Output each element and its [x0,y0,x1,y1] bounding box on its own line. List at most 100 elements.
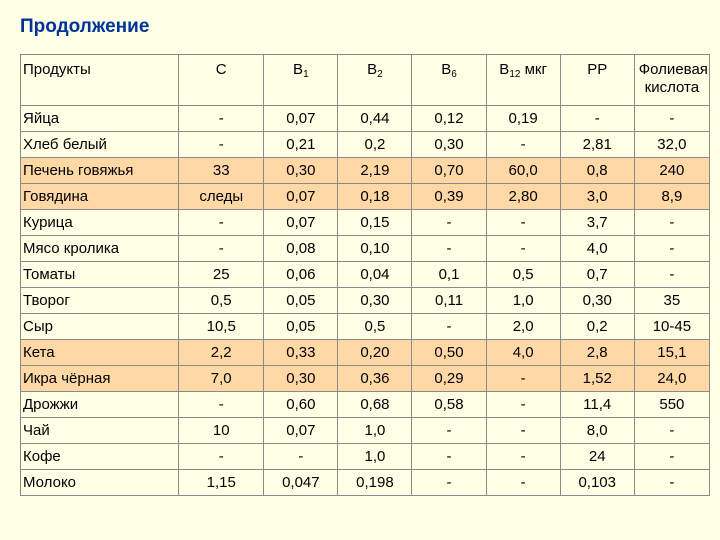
table-row: Томаты 25 0,06 0,04 0,1 0,5 0,7- [19,261,711,288]
value-cell: - [485,131,561,158]
table-row: Творог 0,5 0,05 0,30 0,11 1,0 0,30 35 [19,287,711,314]
value-cell: 2,81 [559,131,635,158]
value-cell: - [178,391,265,418]
value-cell: - [633,417,711,444]
value-cell: 1,0 [337,417,413,444]
header-b6-subscript: 6 [451,69,457,80]
table-row: Чай 10 0,07 1,0- -8,0- [19,417,711,444]
product-name-cell: Печень говяжья [19,157,180,184]
value-cell: 15,1 [633,339,711,366]
value-cell: - [411,443,487,470]
value-cell: - [485,417,561,444]
header-b6-label: В [441,61,452,78]
value-cell: - [178,235,265,262]
value-cell: 0,8 [559,157,635,184]
value-cell: 0,5 [337,313,413,340]
header-b12-unit: мкг [520,61,547,78]
value-cell: - [411,469,487,496]
table-row: Говядина следы 0,07 0,18 0,39 2,80 3,0 8,9 [19,183,711,210]
value-cell: 0,36 [337,365,413,392]
value-cell: 0,05 [263,287,339,314]
value-cell: 0,30 [337,287,413,314]
value-cell: 0,07 [263,417,339,444]
value-cell: 0,30 [559,287,635,314]
header-b2-label: В [367,61,378,78]
header-b12-label: В [499,61,510,78]
table-row: Печень говяжья 33 0,30 2,19 0,70 60,0 0,8 240 [19,157,711,184]
value-cell: - [178,131,265,158]
product-name-cell: Творог [19,287,180,314]
value-cell: 0,07 [263,105,339,132]
value-cell: 8,9 [633,183,711,210]
table-row: Курица -0,07 0,15- -3,7- [19,209,711,236]
table-row: Икра чёрная 7,0 0,30 0,36 0,29-1,52 24,0 [19,365,711,392]
value-cell: - [559,105,635,132]
value-cell: 0,30 [411,131,487,158]
value-cell: - [633,261,711,288]
table-header-row: Продукты С В1 В2 В6 В12 мкг РР Фолиевая … [19,54,711,106]
value-cell: 0,39 [411,183,487,210]
value-cell: 0,04 [337,261,413,288]
header-b6: В6 [411,54,487,106]
value-cell: 0,29 [411,365,487,392]
value-cell: 0,08 [263,235,339,262]
value-cell: - [633,209,711,236]
table-row: Яйца -0,07 0,44 0,12 0,19- - [19,105,711,132]
header-b2-subscript: 2 [377,69,383,80]
header-folic-label: Фолиевая кислота [638,61,708,96]
value-cell: - [178,443,265,470]
header-pp-label: РР [587,61,608,78]
product-name-cell: Курица [19,209,180,236]
value-cell: 0,7 [559,261,635,288]
value-cell: 0,10 [337,235,413,262]
product-name-cell: Говядина [19,183,180,210]
header-b12: В12 мкг [485,54,561,106]
value-cell: 0,05 [263,313,339,340]
value-cell: - [633,105,711,132]
header-c: С [178,54,265,106]
value-cell: 0,5 [178,287,265,314]
value-cell: 0,30 [263,157,339,184]
value-cell: - [178,209,265,236]
table-row: Сыр 10,5 0,05 0,5-2,0 0,2 10-45 [19,313,711,340]
header-products: Продукты [19,54,180,106]
value-cell: 2,19 [337,157,413,184]
value-cell: 2,8 [559,339,635,366]
table-row: Дрожжи -0,60 0,68 0,58-11,4 550 [19,391,711,418]
product-name-cell: Чай [19,417,180,444]
value-cell: 1,0 [337,443,413,470]
header-b12-subscript: 12 [509,69,521,80]
value-cell: 0,68 [337,391,413,418]
product-name-cell: Сыр [19,313,180,340]
value-cell: 0,11 [411,287,487,314]
value-cell: - [485,391,561,418]
value-cell: 0,06 [263,261,339,288]
header-c-label: С [215,61,227,78]
product-name-cell: Мясо кролика [19,235,180,262]
value-cell: 25 [178,261,265,288]
value-cell: 0,18 [337,183,413,210]
value-cell: 4,0 [559,235,635,262]
value-cell: - [411,209,487,236]
header-b1: В1 [263,54,339,106]
value-cell: - [485,365,561,392]
value-cell: 1,0 [485,287,561,314]
value-cell: 0,50 [411,339,487,366]
value-cell: 0,1 [411,261,487,288]
value-cell: - [411,235,487,262]
value-cell: 0,12 [411,105,487,132]
value-cell: - [485,443,561,470]
header-b2: В2 [337,54,413,106]
value-cell: 0,2 [559,313,635,340]
header-products-label: Продукты [23,61,91,78]
value-cell: 0,5 [485,261,561,288]
header-b1-label: В [293,61,304,78]
product-name-cell: Кофе [19,443,180,470]
value-cell: 240 [633,157,711,184]
vitamin-table: Продукты С В1 В2 В6 В12 мкг РР Фолиевая … [19,54,711,496]
value-cell: - [178,105,265,132]
table-row: Молоко 1,15 0,047 0,198- -0,103- [19,469,711,496]
value-cell: 0,2 [337,131,413,158]
value-cell: 2,2 [178,339,265,366]
value-cell: - [485,469,561,496]
